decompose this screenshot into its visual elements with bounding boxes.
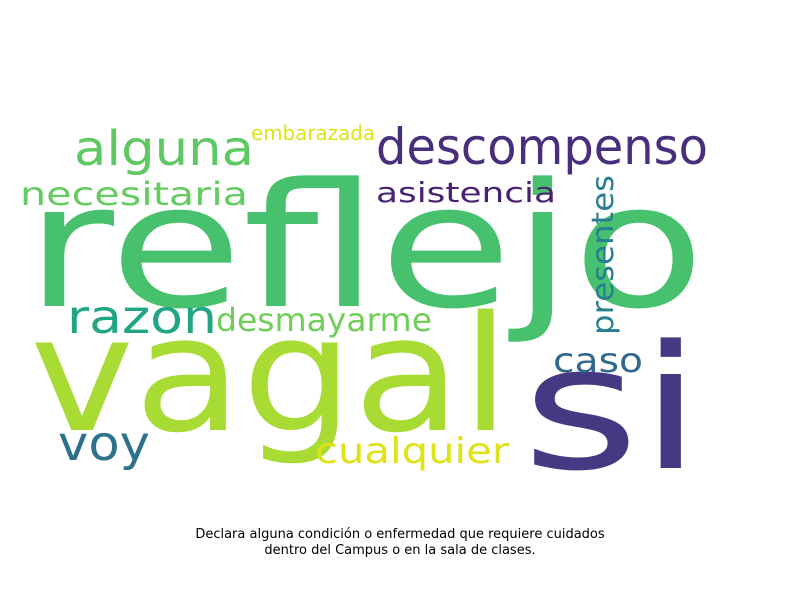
word-embarazada: embarazada: [251, 121, 375, 145]
word-cualquier: cualquier: [315, 431, 509, 472]
word-desmayarme: desmayarme: [216, 301, 432, 339]
caption-line-1: Declara alguna condición o enfermedad qu…: [195, 527, 605, 542]
word-presentes: presentes: [586, 175, 621, 335]
word-si: si: [522, 308, 702, 509]
word-reflejo: reflejo: [25, 146, 705, 347]
word-caso: caso: [553, 341, 643, 381]
word-voy: voy: [58, 416, 150, 472]
figure-caption: Declara alguna condición o enfermedad qu…: [100, 527, 700, 559]
word-razon: razon: [67, 290, 217, 344]
caption-line-2: dentro del Campus o en la sala de clases…: [264, 543, 536, 558]
word-vagal: vagal: [30, 281, 510, 468]
word-alguna: alguna: [74, 121, 254, 177]
word-descompenso: descompenso: [376, 118, 708, 176]
word-necesitaria: necesitaria: [20, 175, 248, 213]
word-asistencia: asistencia: [376, 176, 556, 209]
